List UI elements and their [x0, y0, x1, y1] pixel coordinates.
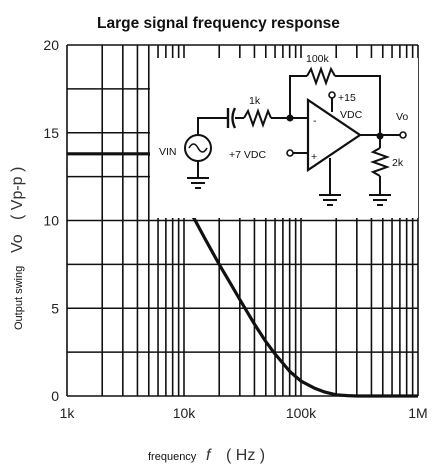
y-axis-unit: ( Vp-p ): [9, 167, 26, 220]
input-label: VIN: [159, 146, 177, 158]
supply-label: +15: [338, 92, 356, 104]
x-tick-label: 10k: [173, 405, 197, 421]
inset-circuit: VIN 1k 100k - + +15 VDC +7 VDC: [150, 53, 418, 218]
op-amp-icon: [306, 97, 362, 173]
x-tick-label: 100k: [286, 405, 317, 421]
x-tick-label: 1M: [408, 405, 427, 421]
x-tick-label: 1k: [60, 405, 76, 421]
input-resistor-label: 1k: [249, 95, 261, 107]
supply-unit-label: VDC: [340, 109, 363, 121]
x-tick-labels: 1k 10k 100k 1M: [60, 405, 428, 421]
ground-icon: [319, 194, 341, 206]
feedback-wire-left: [289, 75, 307, 118]
sine-wave-icon: [188, 143, 208, 153]
ground-icon: [187, 177, 209, 189]
noninverting-input-label: +: [311, 151, 317, 163]
chart-title: Large signal frequency response: [97, 15, 340, 32]
y-axis-symbol: Vo: [9, 234, 26, 253]
y-axis-label-text: Output swing: [13, 266, 25, 330]
x-axis-unit: ( Hz ): [226, 447, 265, 464]
output-terminal: [399, 131, 407, 139]
x-axis-symbol: f: [206, 447, 212, 464]
ground-icon: [369, 194, 391, 206]
input-resistor-icon: [243, 108, 272, 128]
load-resistor-label: 2k: [392, 157, 404, 169]
input-wire: [197, 117, 228, 135]
supply-terminal: [328, 91, 336, 99]
y-tick-label: 0: [51, 388, 59, 404]
y-tick-label: 20: [43, 37, 59, 53]
bias-label: +7 VDC: [229, 149, 266, 161]
output-label: Vo: [396, 111, 408, 123]
feedback-resistor-label: 100k: [306, 53, 330, 65]
y-tick-labels: 0 5 10 15 20: [43, 37, 59, 404]
feedback-resistor-icon: [306, 66, 336, 86]
x-axis-label-text: frequency: [148, 451, 197, 463]
y-tick-label: 10: [43, 213, 59, 229]
y-axis-label: Output swing Vo ( Vp-p ): [9, 167, 26, 330]
bias-terminal: [286, 149, 294, 157]
inverting-input-label: -: [313, 115, 317, 127]
x-axis-label: frequency f ( Hz ): [148, 447, 265, 464]
y-tick-label: 5: [51, 300, 59, 316]
feedback-wire-right: [335, 75, 381, 136]
capacitor-icon: [226, 107, 237, 129]
y-tick-label: 15: [43, 125, 59, 141]
load-resistor-icon: [370, 147, 390, 177]
